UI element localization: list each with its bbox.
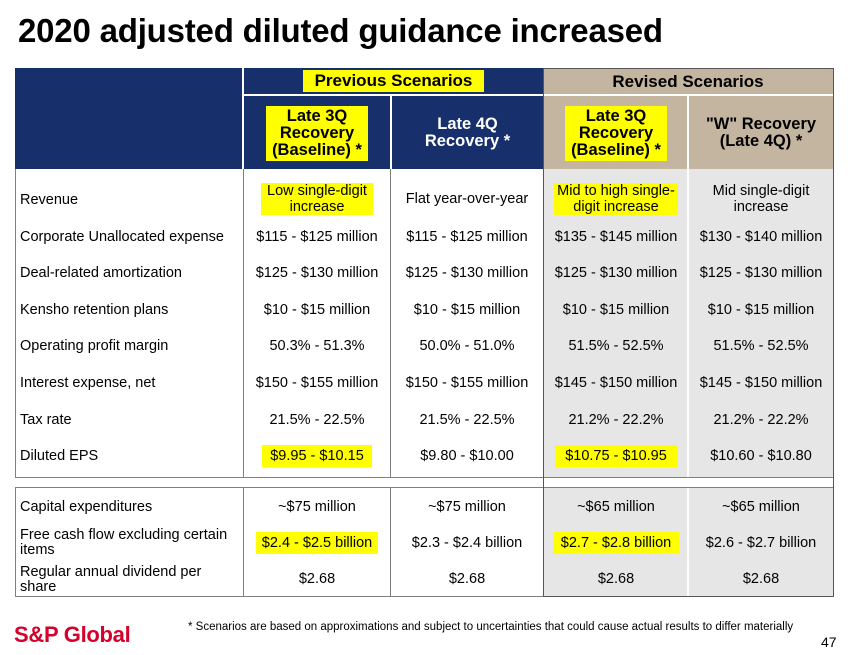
- table-cell: 21.5% - 22.5%: [269, 412, 365, 428]
- page-number: 47: [821, 634, 837, 650]
- grid-line: [243, 169, 244, 478]
- table-cell: Mid single-digit increase: [712, 183, 810, 215]
- table-cell: $9.80 - $10.00: [420, 448, 514, 464]
- row-label: Free cash flow excluding certain items: [20, 527, 228, 558]
- column-header: "W" Recovery (Late 4Q) *: [705, 115, 817, 150]
- table-cell: ~$75 million: [428, 499, 506, 515]
- table-cell: $135 - $145 million: [554, 229, 678, 245]
- table-cell: $2.6 - $2.7 billion: [705, 535, 817, 551]
- column-header: Late 4Q Recovery *: [424, 115, 511, 150]
- table-cell: $10 - $15 million: [562, 302, 670, 318]
- grid-line: [687, 169, 689, 478]
- table-cell: $2.3 - $2.4 billion: [411, 535, 523, 551]
- table-cell: $130 - $140 million: [699, 229, 823, 245]
- table-cell: $150 - $155 million: [405, 375, 529, 391]
- table-cell: ~$65 million: [722, 499, 800, 515]
- row-label: Operating profit margin: [20, 338, 169, 354]
- sp-global-logo: S&P Global: [14, 622, 131, 647]
- previous-scenarios-label: Previous Scenarios: [244, 70, 543, 92]
- table-cell: $115 - $125 million: [256, 229, 378, 245]
- grid-line: [687, 487, 689, 597]
- header-divider: [687, 96, 689, 169]
- footnote: * Scenarios are based on approximations …: [188, 621, 794, 633]
- row-label: Deal-related amortization: [20, 265, 182, 281]
- grid-line: [15, 169, 16, 478]
- table-cell: 50.0% - 51.0%: [419, 338, 515, 354]
- table-cell: $10.75 - $10.95: [545, 439, 687, 473]
- revised-border: [543, 68, 834, 597]
- table-cell: 51.5% - 52.5%: [568, 338, 664, 354]
- row-label: Revenue: [20, 192, 79, 208]
- revised-scenarios-label: Revised Scenarios: [612, 72, 764, 91]
- row-label: Capital expenditures: [20, 499, 153, 515]
- row-label: Diluted EPS: [20, 448, 99, 464]
- grid-line: [15, 596, 834, 597]
- header-divider: [543, 94, 833, 96]
- row-label: Regular annual dividend per share: [20, 564, 202, 595]
- table-cell: ~$75 million: [278, 499, 356, 515]
- table-cell: $145 - $150 million: [554, 375, 678, 391]
- table-cell: $2.68: [448, 571, 486, 587]
- table-cell: 21.5% - 22.5%: [419, 412, 515, 428]
- table-cell: $10 - $15 million: [263, 302, 371, 318]
- table-cell: Flat year-over-year: [405, 191, 529, 207]
- table-cell: $2.7 - $2.8 billion: [545, 526, 687, 560]
- table-cell: $125 - $130 million: [405, 265, 529, 281]
- table-cell: $125 - $130 million: [554, 265, 678, 281]
- table-cell: Mid to high single-digit increase: [545, 180, 687, 218]
- table-cell: 50.3% - 51.3%: [269, 338, 365, 354]
- table-cell: $9.95 - $10.15: [244, 439, 390, 473]
- column-header: Late 3Q Recovery (Baseline) *: [545, 98, 687, 168]
- row-label: Kensho retention plans: [20, 302, 169, 318]
- table-cell: $150 - $155 million: [255, 375, 379, 391]
- table-cell: $145 - $150 million: [699, 375, 823, 391]
- table-cell: $115 - $125 million: [406, 229, 528, 245]
- grid-line: [15, 487, 834, 488]
- table-cell: $2.68: [742, 571, 780, 587]
- table-cell: Low single-digit increase: [244, 180, 390, 218]
- table-cell: $2.68: [298, 571, 336, 587]
- table-cell: 21.2% - 22.2%: [713, 412, 809, 428]
- table-cell: ~$65 million: [577, 499, 655, 515]
- row-label: Tax rate: [20, 412, 72, 428]
- row-label: Interest expense, net: [20, 375, 156, 391]
- table-cell: $2.68: [597, 571, 635, 587]
- grid-line: [15, 487, 16, 597]
- table-cell: $10 - $15 million: [707, 302, 815, 318]
- table-cell: $2.4 - $2.5 billion: [244, 526, 390, 560]
- grid-line: [390, 487, 391, 597]
- header-divider: [244, 94, 543, 96]
- row-label: Corporate Unallocated expense: [20, 229, 224, 245]
- table-cell: $125 - $130 million: [699, 265, 823, 281]
- grid-line: [15, 477, 834, 478]
- table-cell: 51.5% - 52.5%: [713, 338, 809, 354]
- column-header: Late 3Q Recovery (Baseline) *: [244, 98, 390, 168]
- table-cell: $125 - $130 million: [255, 265, 379, 281]
- table-cell: $10 - $15 million: [413, 302, 521, 318]
- grid-line: [390, 169, 391, 478]
- grid-line: [243, 487, 244, 597]
- table-cell: 21.2% - 22.2%: [568, 412, 664, 428]
- page-title: 2020 adjusted diluted guidance increased: [18, 12, 663, 49]
- table-cell: $10.60 - $10.80: [710, 448, 812, 464]
- header-divider: [242, 68, 244, 169]
- header-divider: [390, 96, 392, 169]
